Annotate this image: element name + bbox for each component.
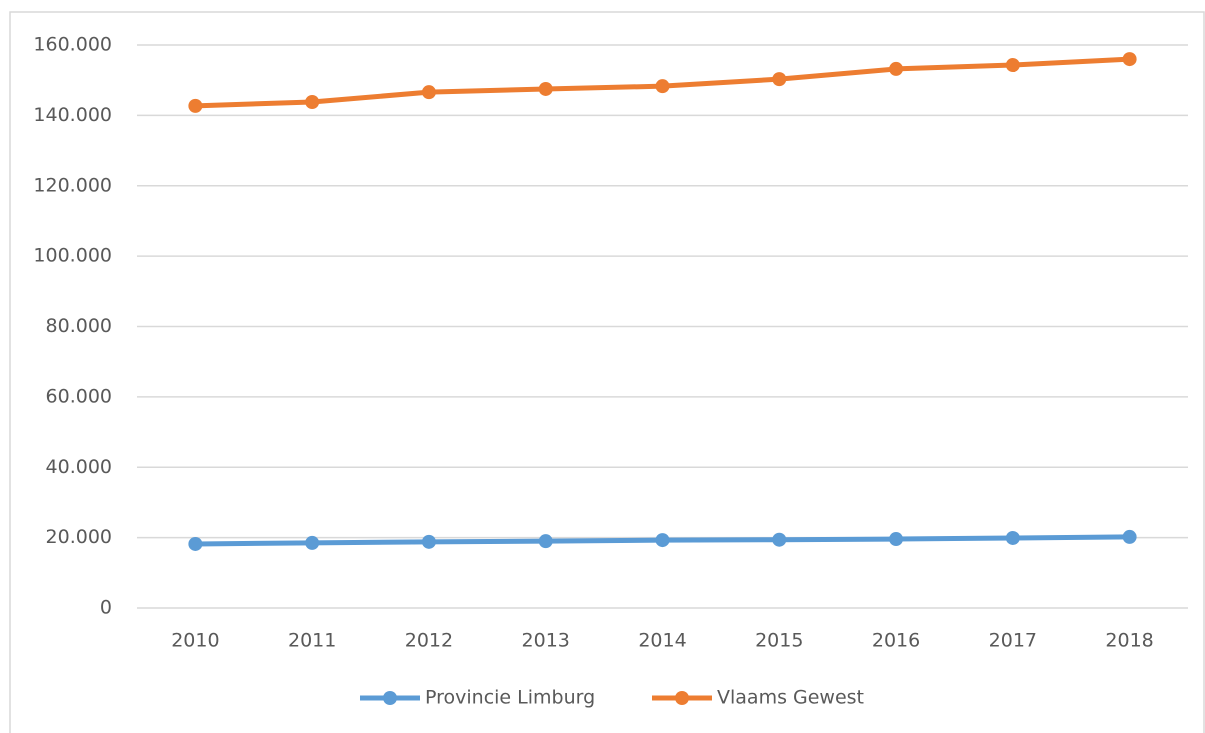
x-tick-label: 2012 — [405, 630, 453, 652]
x-tick-label: 2018 — [1105, 630, 1153, 652]
chart-frame — [9, 11, 1205, 733]
y-tick-label: 80.000 — [46, 315, 112, 337]
data-point — [772, 72, 787, 87]
x-tick-label: 2017 — [989, 630, 1037, 652]
y-tick-label: 20.000 — [46, 526, 112, 548]
x-tick-label: 2011 — [288, 630, 336, 652]
x-tick-label: 2010 — [171, 630, 219, 652]
data-point — [538, 534, 553, 549]
data-point — [889, 532, 904, 547]
x-tick-label: 2014 — [638, 630, 686, 652]
data-point — [421, 534, 436, 549]
x-tick-label: 2015 — [755, 630, 803, 652]
data-point — [1122, 529, 1137, 544]
legend-label: Provincie Limburg — [425, 687, 595, 709]
data-point — [655, 533, 670, 548]
y-tick-label: 40.000 — [46, 456, 112, 478]
data-point — [1005, 58, 1020, 73]
data-point — [305, 535, 320, 550]
data-point — [772, 532, 787, 547]
y-tick-label: 120.000 — [33, 174, 112, 196]
x-tick-label: 2013 — [522, 630, 570, 652]
y-tick-label: 60.000 — [46, 385, 112, 407]
data-point — [655, 79, 670, 94]
data-point — [188, 98, 203, 113]
data-point — [889, 61, 904, 76]
legend-swatch-marker — [675, 691, 689, 705]
y-tick-label: 140.000 — [33, 104, 112, 126]
y-tick-label: 100.000 — [33, 245, 112, 267]
data-point — [421, 85, 436, 100]
data-point — [1005, 530, 1020, 545]
legend-swatch-marker — [383, 691, 397, 705]
y-tick-label: 160.000 — [33, 34, 112, 56]
data-point — [188, 536, 203, 551]
y-tick-label: 0 — [100, 597, 112, 619]
legend-label: Vlaams Gewest — [717, 687, 864, 709]
data-point — [305, 95, 320, 110]
data-point — [538, 81, 553, 96]
data-point — [1122, 52, 1137, 67]
x-tick-label: 2016 — [872, 630, 920, 652]
